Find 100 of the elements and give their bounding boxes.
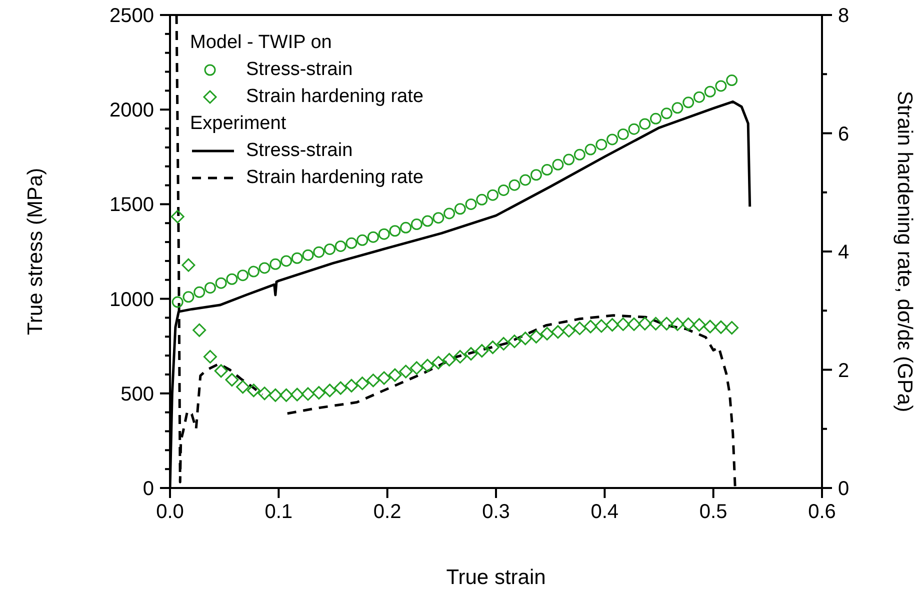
point	[628, 123, 640, 135]
y2-tick-label: 2	[838, 360, 850, 382]
point	[346, 237, 358, 249]
y-tick-label: 500	[120, 383, 154, 406]
point	[639, 118, 651, 130]
point	[400, 222, 412, 234]
point	[366, 374, 380, 388]
point	[172, 296, 184, 308]
point	[464, 347, 478, 361]
point	[584, 320, 598, 334]
point	[660, 316, 674, 330]
y2-tick-label: 0	[838, 478, 850, 500]
point	[638, 316, 652, 330]
x-tick-label: 0.5	[699, 501, 728, 523]
point	[322, 384, 336, 398]
y2-tick-label: 8	[838, 5, 850, 27]
x-tick-label: 0.4	[590, 501, 619, 523]
point	[422, 215, 434, 227]
point	[530, 169, 542, 181]
point	[606, 318, 620, 332]
point	[672, 102, 684, 114]
y-tick-label: 2000	[110, 100, 154, 122]
point	[356, 376, 370, 390]
point	[574, 148, 586, 160]
point	[584, 144, 596, 156]
point	[616, 317, 630, 331]
point	[596, 138, 608, 150]
point	[356, 234, 368, 246]
point	[270, 258, 282, 270]
point	[650, 112, 662, 124]
point	[268, 388, 282, 402]
point	[552, 158, 564, 170]
point	[475, 344, 489, 358]
x-tick-label: 0.2	[373, 501, 402, 523]
point	[496, 336, 510, 350]
point	[226, 273, 238, 285]
point	[704, 86, 716, 98]
legend-label: Strain hardening rate	[246, 85, 424, 109]
point	[301, 387, 315, 401]
point	[572, 322, 586, 336]
point	[454, 203, 466, 215]
y-tick-label: 2500	[110, 5, 154, 27]
point	[562, 324, 576, 338]
point	[313, 246, 325, 258]
point	[420, 358, 434, 372]
legend-label: Strain hardening rate	[246, 166, 424, 190]
point	[170, 210, 184, 224]
point	[302, 249, 314, 261]
point	[182, 291, 194, 303]
point	[203, 350, 217, 364]
y2-tick-label: 4	[838, 242, 850, 264]
x-tick-label: 0.0	[156, 501, 184, 523]
point	[442, 352, 456, 366]
point	[324, 243, 336, 255]
point	[453, 350, 467, 364]
point	[693, 91, 705, 103]
point	[540, 326, 554, 340]
legend-label: Stress-strain	[246, 139, 353, 163]
point	[258, 262, 270, 274]
point	[703, 320, 717, 334]
point	[280, 388, 294, 402]
point	[225, 373, 239, 387]
point	[432, 356, 446, 370]
point	[627, 317, 641, 331]
point	[280, 255, 292, 267]
y-tick-label: 1000	[110, 288, 154, 311]
x-tick-label: 0.6	[808, 501, 836, 523]
y-tick-label: 0	[142, 478, 154, 500]
point	[246, 384, 260, 398]
point	[334, 381, 348, 395]
x-axis-title: True strain	[446, 566, 546, 589]
point	[312, 386, 326, 400]
point	[410, 218, 422, 230]
point	[389, 225, 401, 237]
point	[465, 198, 477, 210]
point	[518, 332, 532, 346]
point	[258, 386, 272, 400]
annotation: Experiment	[190, 112, 288, 136]
point	[692, 318, 706, 332]
point	[410, 361, 424, 375]
point	[563, 154, 575, 166]
point	[725, 321, 739, 335]
point	[498, 184, 510, 196]
legend-label: Stress-strain	[246, 58, 353, 82]
point	[606, 134, 618, 146]
point	[290, 388, 304, 402]
point	[594, 319, 608, 333]
point	[541, 164, 553, 176]
point	[682, 317, 696, 331]
point	[508, 334, 522, 348]
x-tick-label: 0.1	[264, 501, 293, 523]
y-tick-label: 1500	[110, 194, 154, 216]
point	[182, 258, 196, 272]
point	[237, 270, 249, 282]
annotation: Model - TWIP on	[190, 31, 333, 55]
point	[520, 174, 532, 186]
point	[444, 208, 456, 220]
point	[388, 368, 402, 382]
point	[670, 317, 684, 331]
point	[344, 378, 358, 392]
